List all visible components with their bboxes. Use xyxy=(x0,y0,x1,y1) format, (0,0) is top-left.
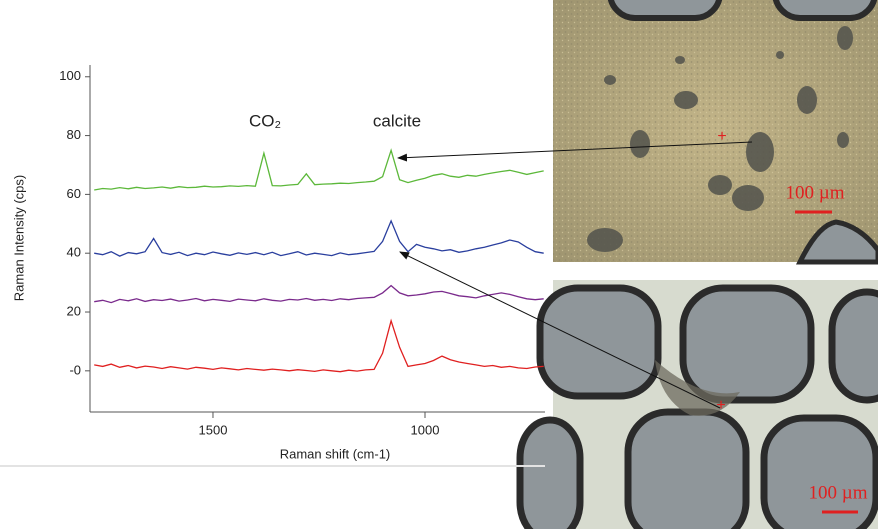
y-tick-label: 80 xyxy=(67,127,81,142)
x-axis-label: Raman shift (cm-1) xyxy=(280,446,391,461)
marker-cross: + xyxy=(717,128,726,145)
y-tick-label: 40 xyxy=(67,245,81,260)
arrow xyxy=(397,141,753,162)
y-axis-label: Raman Intensity (cps) xyxy=(11,175,26,301)
arrow xyxy=(399,251,721,409)
micrograph-bottom: + 100 µm xyxy=(516,280,878,529)
y-tick-label: 20 xyxy=(67,303,81,318)
scale-label: 100 µm xyxy=(786,182,845,203)
scale-label: 100 µm xyxy=(809,482,868,503)
annotation: calcite xyxy=(373,111,421,130)
micrograph-top: + 100 µm xyxy=(553,0,878,265)
spectrum-line xyxy=(94,148,544,191)
spectrum-line xyxy=(94,219,544,257)
marker-cross: + xyxy=(716,397,725,414)
y-tick-label: 60 xyxy=(67,186,81,201)
y-tick-label: 100 xyxy=(59,68,81,83)
y-tick-label: -0 xyxy=(69,362,81,377)
spectrum-line xyxy=(94,318,544,373)
plot: -0 20 40 60 80 100 1500 1000 xyxy=(59,68,544,437)
annotation: CO₂ xyxy=(249,111,281,130)
spectrum-line xyxy=(94,284,544,304)
x-tick-label: 1500 xyxy=(199,422,228,437)
x-tick-label: 1000 xyxy=(411,422,440,437)
